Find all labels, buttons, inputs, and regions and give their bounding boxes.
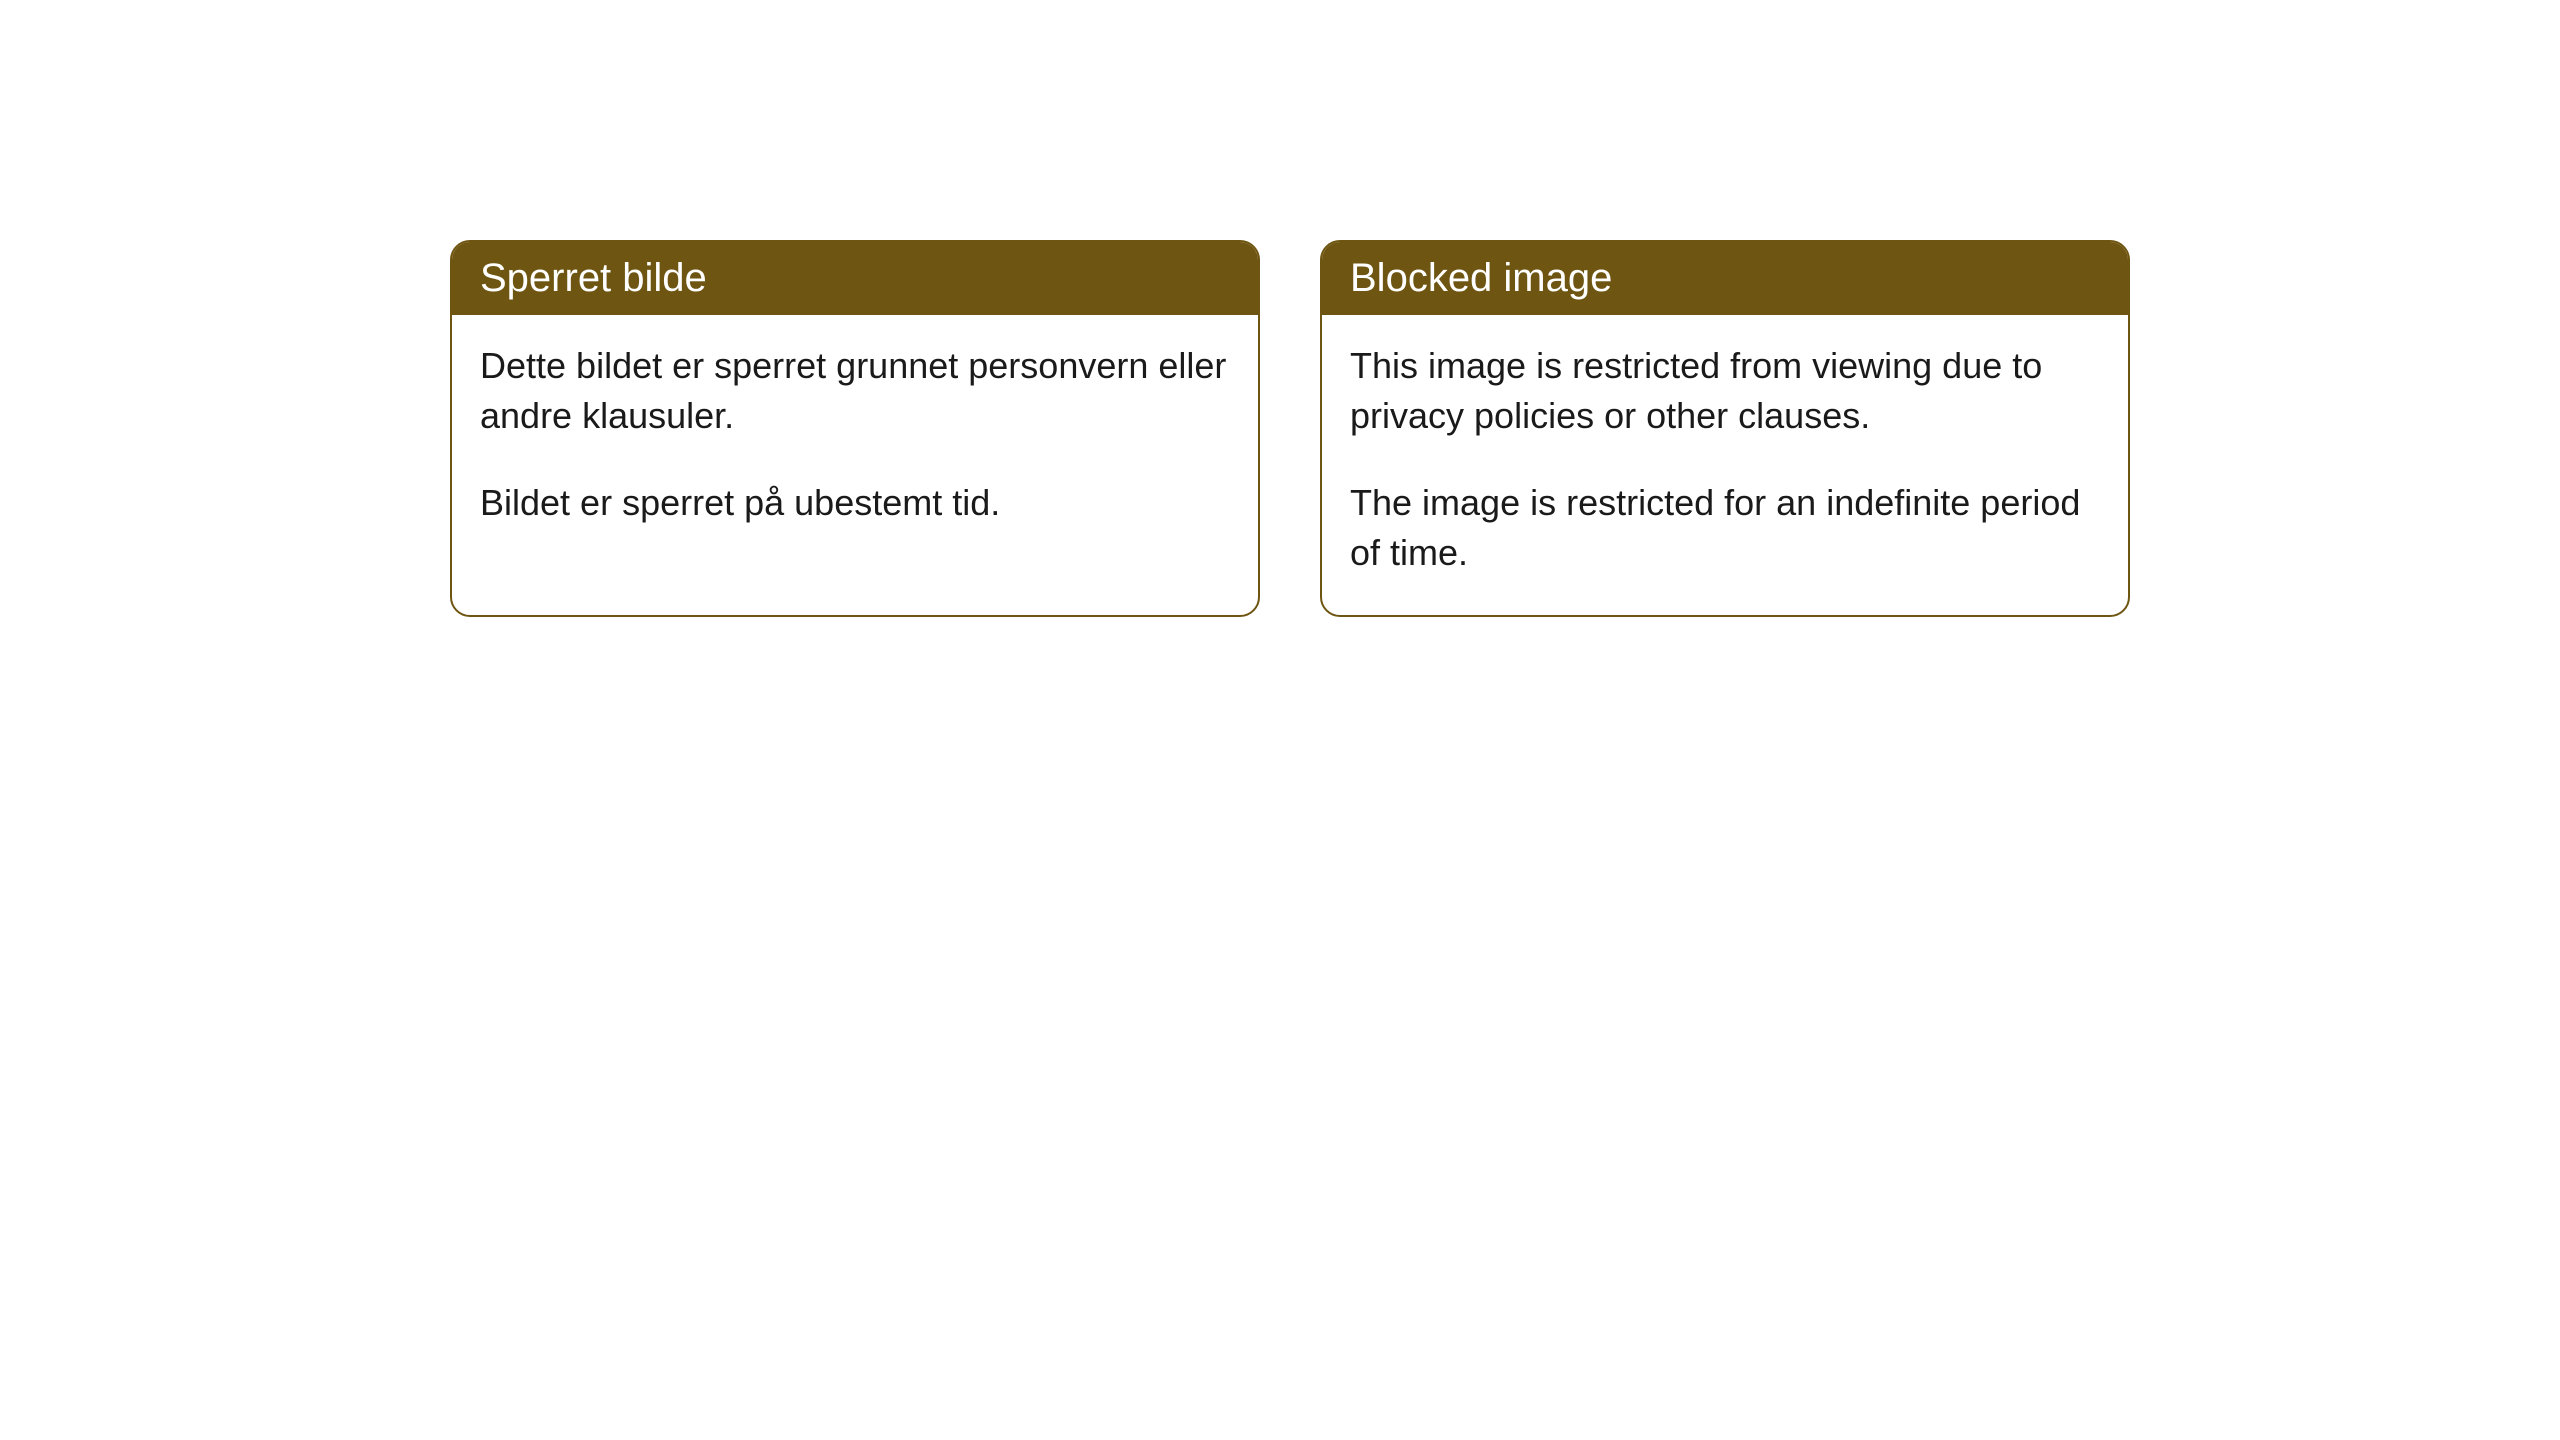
card-paragraph: This image is restricted from viewing du… (1350, 341, 2100, 442)
card-title: Blocked image (1350, 256, 1612, 300)
notice-card-norwegian: Sperret bilde Dette bildet er sperret gr… (450, 240, 1260, 617)
notice-cards-container: Sperret bilde Dette bildet er sperret gr… (450, 240, 2130, 617)
card-title: Sperret bilde (480, 256, 707, 300)
card-header-norwegian: Sperret bilde (452, 242, 1258, 315)
card-body-norwegian: Dette bildet er sperret grunnet personve… (452, 315, 1258, 564)
card-body-english: This image is restricted from viewing du… (1322, 315, 2128, 615)
notice-card-english: Blocked image This image is restricted f… (1320, 240, 2130, 617)
card-paragraph: Dette bildet er sperret grunnet personve… (480, 341, 1230, 442)
card-paragraph: The image is restricted for an indefinit… (1350, 478, 2100, 579)
card-header-english: Blocked image (1322, 242, 2128, 315)
card-paragraph: Bildet er sperret på ubestemt tid. (480, 478, 1230, 528)
